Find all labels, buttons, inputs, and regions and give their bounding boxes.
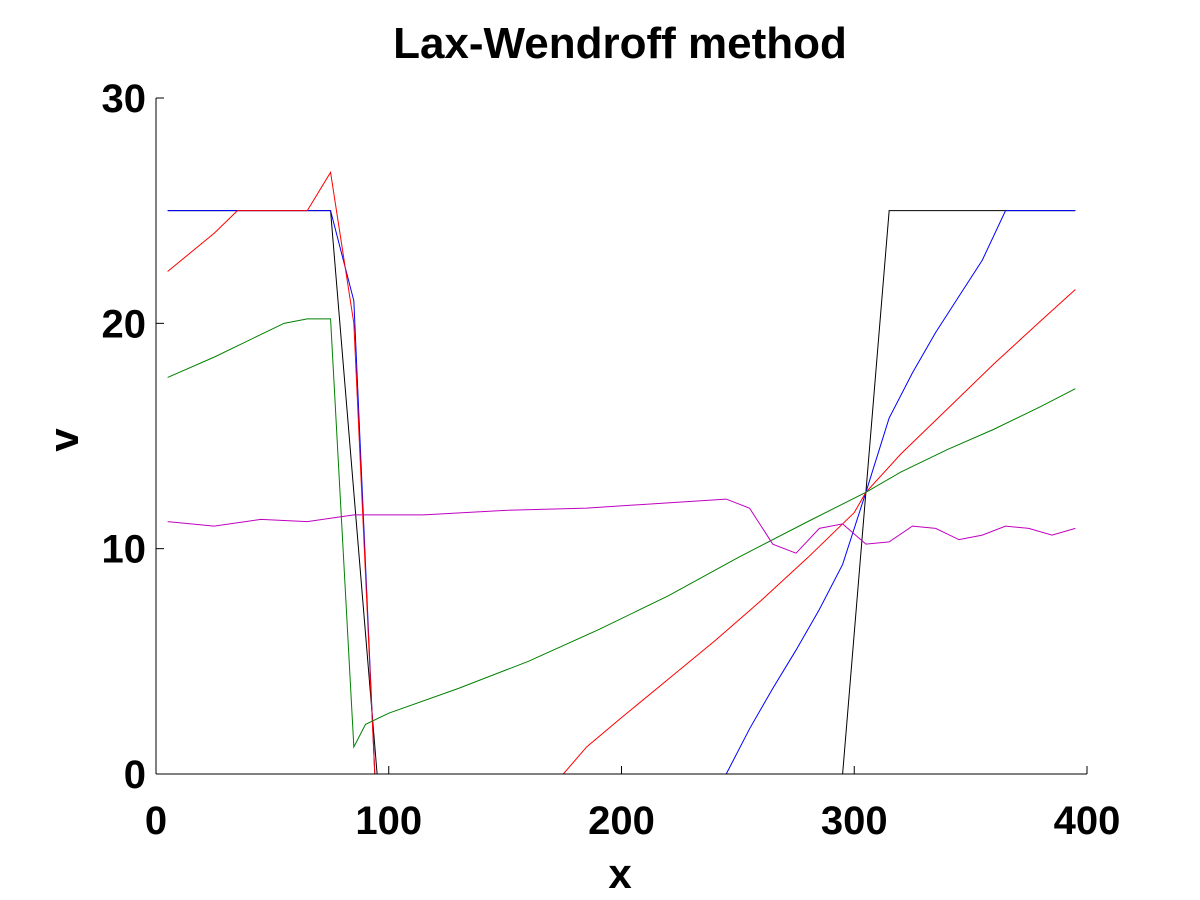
series-line-3	[167, 170, 1076, 775]
series-line-5	[167, 498, 1076, 554]
y-tick-label: 0	[124, 753, 146, 797]
x-tick-label: 200	[588, 799, 655, 843]
y-axis-label: v	[40, 428, 87, 452]
x-tick-label: 300	[821, 799, 888, 843]
x-tick-label: 400	[1054, 799, 1121, 843]
x-tick-labels: 0 100 200 300 400	[145, 799, 1121, 843]
y-tick-label: 20	[102, 302, 147, 346]
series-line-1	[167, 210, 1076, 775]
x-tick-label: 100	[355, 799, 422, 843]
series-line-2	[167, 210, 1076, 775]
x-axis-label: x	[608, 850, 632, 897]
y-tick-label: 10	[102, 528, 147, 572]
x-tick-label: 0	[145, 799, 167, 843]
axes	[155, 97, 1088, 775]
series-line-4	[167, 318, 1076, 749]
plot-area	[167, 170, 1076, 775]
chart-title: Lax-Wendroff method	[393, 19, 847, 68]
y-tick-labels: 0 10 20 30	[102, 77, 147, 797]
y-tick-label: 30	[102, 77, 147, 121]
